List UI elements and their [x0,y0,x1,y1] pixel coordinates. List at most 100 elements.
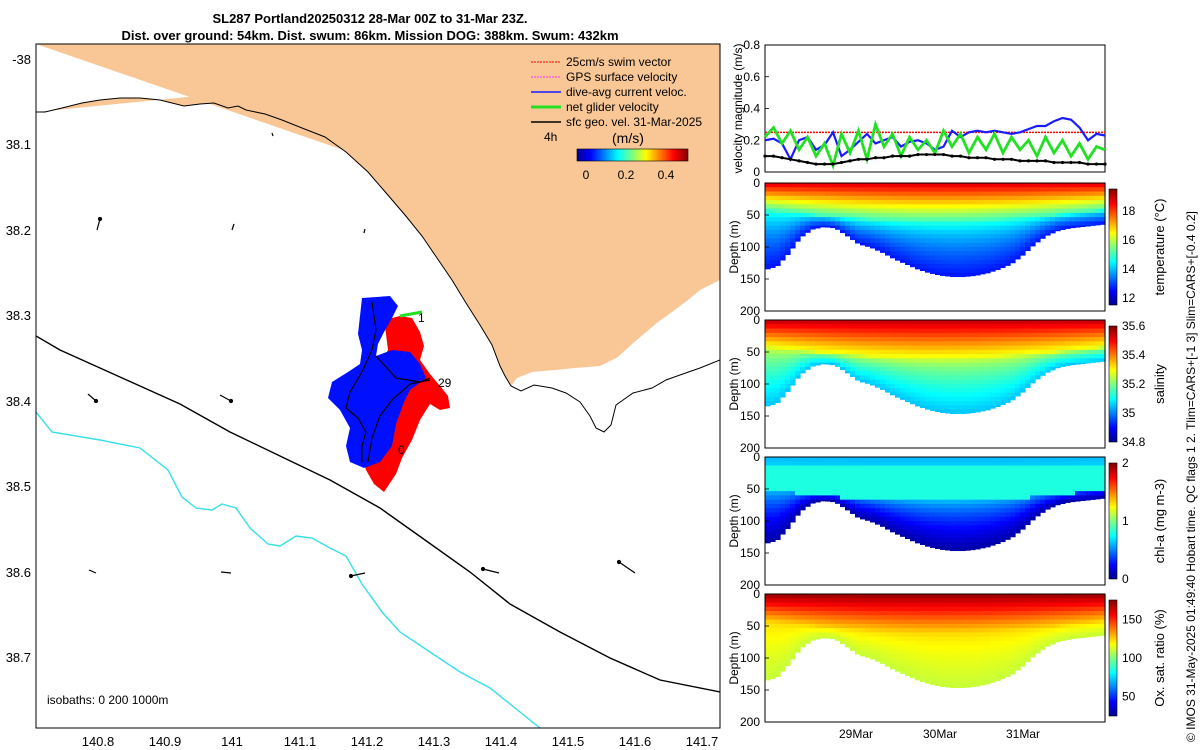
section-cell [790,238,796,244]
section-cell [900,653,906,659]
section-cell [795,195,801,201]
section-cell [990,234,996,240]
section-cell [920,529,926,535]
section-cell [950,229,956,235]
section-cell [850,645,856,651]
section-cell [785,478,791,484]
section-cell [810,320,816,325]
section-cell [955,409,961,415]
section-cell [910,602,916,608]
section-cell [820,486,826,492]
section-cell [790,187,796,193]
section-cell [990,679,996,683]
section-cell [1095,332,1101,338]
section-cell [900,349,906,355]
section-cell [885,354,891,359]
section-cell [1045,503,1051,509]
section-cell [1095,628,1101,633]
section-cell [780,623,786,629]
section-cell [845,221,851,227]
section-cell [950,208,956,214]
section-cell [960,392,966,398]
section-cell [950,542,956,548]
section-cell [935,679,941,685]
section-cell [840,499,846,505]
section-cell [1005,238,1011,244]
section-cell [965,645,971,651]
section-cell [850,598,856,604]
section-cell [1000,264,1006,269]
section-cell [965,662,971,668]
section-cell [1000,623,1006,629]
section-cell [925,653,931,659]
section-cell [970,499,976,505]
section-cell [850,457,856,462]
section-cell [1020,375,1026,381]
section-cell [915,461,921,467]
section-cell [795,645,801,651]
section-cell [785,645,791,651]
section-cell [835,341,841,347]
section-cell [990,662,996,668]
section-cell [1040,495,1046,501]
section-cell [1015,611,1021,616]
section-cell [930,512,936,518]
section-cell [830,457,836,462]
section-cell [875,358,881,364]
section-cell [845,320,851,325]
section-cell [990,636,996,642]
velocity-ytick: 0.2 [743,133,760,147]
section-cell [810,628,816,633]
section-cell [880,247,886,252]
section-cell [875,461,881,467]
section-cell [970,341,976,347]
section-cell [975,392,981,398]
section-cell [1050,349,1056,355]
section-cell [975,234,981,240]
section-cell [830,611,836,616]
section-cell [1000,653,1006,659]
section-cell [930,371,936,377]
section-cell [1025,341,1031,347]
section-cell [765,495,771,501]
section-cell [875,495,881,501]
section-cell [895,345,901,351]
section-cell [995,354,1001,359]
section-cell [875,191,881,197]
section-cell [825,636,831,639]
section-cell [825,486,831,492]
section-cell [820,337,826,342]
section-cell [955,666,961,672]
section-cell [1075,606,1081,612]
section-cell [1010,640,1016,646]
section-cell [985,268,991,274]
section-cell [790,345,796,351]
section-cell [810,345,816,351]
section-cell [870,469,876,475]
section-cell [805,225,811,231]
section-cell [1005,349,1011,355]
section-cell [930,272,936,274]
section-cell [945,354,951,359]
section-cell [1050,640,1056,645]
section-cell [805,491,811,496]
section-cell [980,521,986,526]
section-cell [1015,212,1021,218]
section-cell [835,474,841,479]
section-cell [1045,358,1051,364]
section-cell [775,457,781,462]
section-cell [880,495,886,501]
section-cell [835,491,841,496]
section-cell [855,503,861,509]
section-cell [870,195,876,201]
section-cell [810,602,816,608]
section-cell [970,195,976,201]
section-cell [1005,469,1011,475]
section-cell [1025,658,1031,663]
section-cell [885,379,891,385]
section-cell [765,529,771,535]
section-cell [790,465,796,471]
section-cell [1045,225,1051,231]
section-cell [875,503,881,509]
section-cell [775,183,781,188]
